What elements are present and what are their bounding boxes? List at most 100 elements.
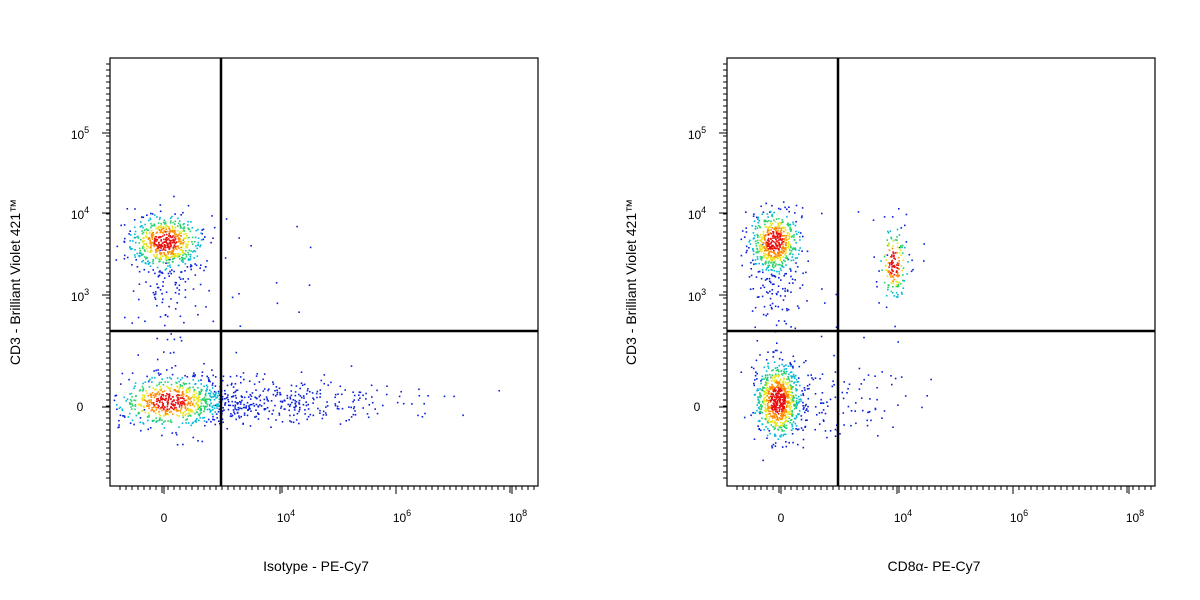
event-dot [186,407,189,410]
event-dot [188,390,191,393]
event-dot [768,416,771,418]
event-dot [233,413,236,415]
event-dot [148,232,151,235]
event-dot [767,406,769,409]
event-dot [177,237,180,240]
event-dot [791,256,794,258]
event-dot [197,237,200,240]
event-dot [229,415,232,417]
event-dot [300,396,303,399]
event-dot [190,265,193,267]
event-dot [783,386,786,388]
event-dot [173,230,176,232]
event-dot [765,261,767,264]
event-dot [163,408,165,411]
event-dot [163,238,165,241]
event-dot [793,234,795,236]
event-dot [184,257,186,260]
event-dot [887,286,889,289]
event-dot [295,400,298,403]
event-dot [181,377,184,379]
event-dot [129,247,131,249]
event-dot [778,273,781,275]
event-dot [134,399,137,402]
event-dot [769,410,772,413]
event-dot [782,235,784,237]
event-dot [793,382,795,384]
event-dot [229,375,232,378]
event-dot [169,236,172,238]
event-dot [160,389,162,392]
event-dot [783,365,785,368]
event-dot [770,424,773,426]
event-dot [206,388,208,390]
event-dot [770,380,773,382]
event-dot [288,409,290,412]
event-dot [160,236,162,238]
event-dot [289,398,292,400]
event-dot [765,243,768,246]
event-dot [883,281,886,284]
event-dot [788,441,790,444]
event-dot [759,387,761,390]
event-dot [173,257,176,260]
event-dot [767,351,769,353]
event-dot [193,394,196,396]
event-dot [765,220,767,223]
event-dot [885,259,888,261]
event-dot [142,387,145,390]
x-tick-label: 108 [1126,508,1144,525]
event-dot [889,264,891,266]
event-dot [227,398,229,401]
event-dot [198,399,200,401]
event-dot [129,403,131,406]
event-dot [834,428,837,431]
event-dot [194,305,197,307]
event-dot [167,238,170,240]
event-dot [774,376,776,379]
event-dot [769,210,772,213]
event-dot [159,373,162,375]
event-dot [784,290,786,292]
event-dot [184,410,186,413]
event-dot [799,239,801,241]
event-dot [824,430,827,432]
event-dot [183,398,185,400]
event-dot [146,247,148,250]
event-dot [154,296,156,299]
event-dot [839,433,841,435]
event-dot [772,409,774,411]
event-dot [421,416,424,418]
event-dot [142,410,144,412]
event-dot [187,241,190,243]
event-dot [163,244,166,246]
event-dot [170,272,172,275]
event-dot [152,260,154,263]
event-dot [779,388,782,390]
event-dot [866,419,868,422]
event-dot [780,413,783,416]
event-dot [129,230,131,232]
event-dot [886,254,889,256]
event-dot [231,414,234,417]
event-dot [182,392,184,395]
event-dot [768,239,770,242]
event-dot [171,226,174,228]
event-dot [773,428,776,431]
event-dot [891,269,893,272]
event-dot [767,382,769,385]
event-dot [218,420,220,422]
event-dot [778,404,781,407]
event-dot [178,284,181,287]
event-dot [206,408,209,411]
event-dot [171,373,174,376]
event-dot [782,413,784,416]
event-dot [788,413,790,415]
event-dot [118,426,120,428]
event-dot [776,409,778,411]
event-dot [779,384,781,386]
event-dot [770,268,772,271]
event-dot [887,230,889,233]
event-dot [217,394,219,397]
event-dot [123,258,126,260]
